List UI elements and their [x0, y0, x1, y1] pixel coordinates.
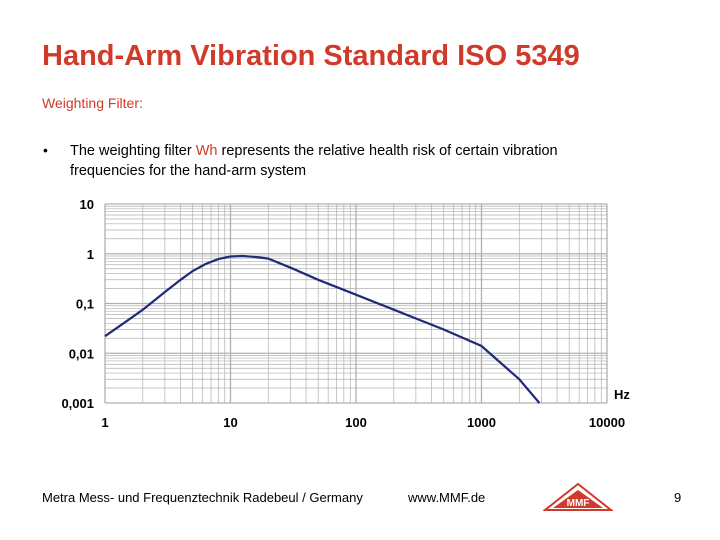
- footer-company: Metra Mess- und Frequenztechnik Radebeul…: [42, 490, 363, 505]
- mmf-logo: MMF: [543, 482, 613, 511]
- bullet-text-after: represents the relative health risk of c…: [70, 143, 558, 179]
- footer-url-link[interactable]: www.MMF.de: [408, 490, 486, 505]
- bullet-text-before: The weighting filter: [70, 143, 196, 159]
- x-unit-label: Hz: [614, 387, 630, 402]
- section-subtitle: Weighting Filter:: [42, 95, 143, 111]
- page-number: 9: [674, 490, 682, 505]
- slide-title: Hand-Arm Vibration Standard ISO 5349: [42, 40, 580, 72]
- x-tick-label: 10: [223, 415, 237, 430]
- x-tick-labels: 1 10 100 1000 10000: [101, 415, 625, 430]
- bullet-highlight: Wh: [195, 143, 218, 159]
- y-tick-labels: 10 1 0,1 0,01 0,001: [61, 197, 94, 411]
- bullet-marker: •: [43, 142, 48, 158]
- y-tick-label: 0,01: [69, 346, 94, 361]
- y-tick-label: 1: [87, 247, 94, 262]
- chart-grid: [104, 203, 608, 404]
- weighting-curve: [104, 254, 541, 404]
- x-tick-label: 1000: [467, 415, 496, 430]
- bullet-text: The weighting filter Wh represents the r…: [70, 141, 630, 181]
- mmf-logo-text: MMF: [567, 498, 590, 509]
- x-tick-label: 10000: [589, 415, 625, 430]
- weighting-filter-chart: 10 1 0,1 0,01 0,001 1 10 100 1000 10000 Hz: [61, 197, 630, 430]
- y-tick-label: 0,1: [76, 297, 94, 312]
- x-tick-label: 100: [345, 415, 367, 430]
- y-tick-label: 0,001: [61, 396, 94, 411]
- x-tick-label: 1: [101, 415, 108, 430]
- y-tick-label: 10: [80, 197, 94, 212]
